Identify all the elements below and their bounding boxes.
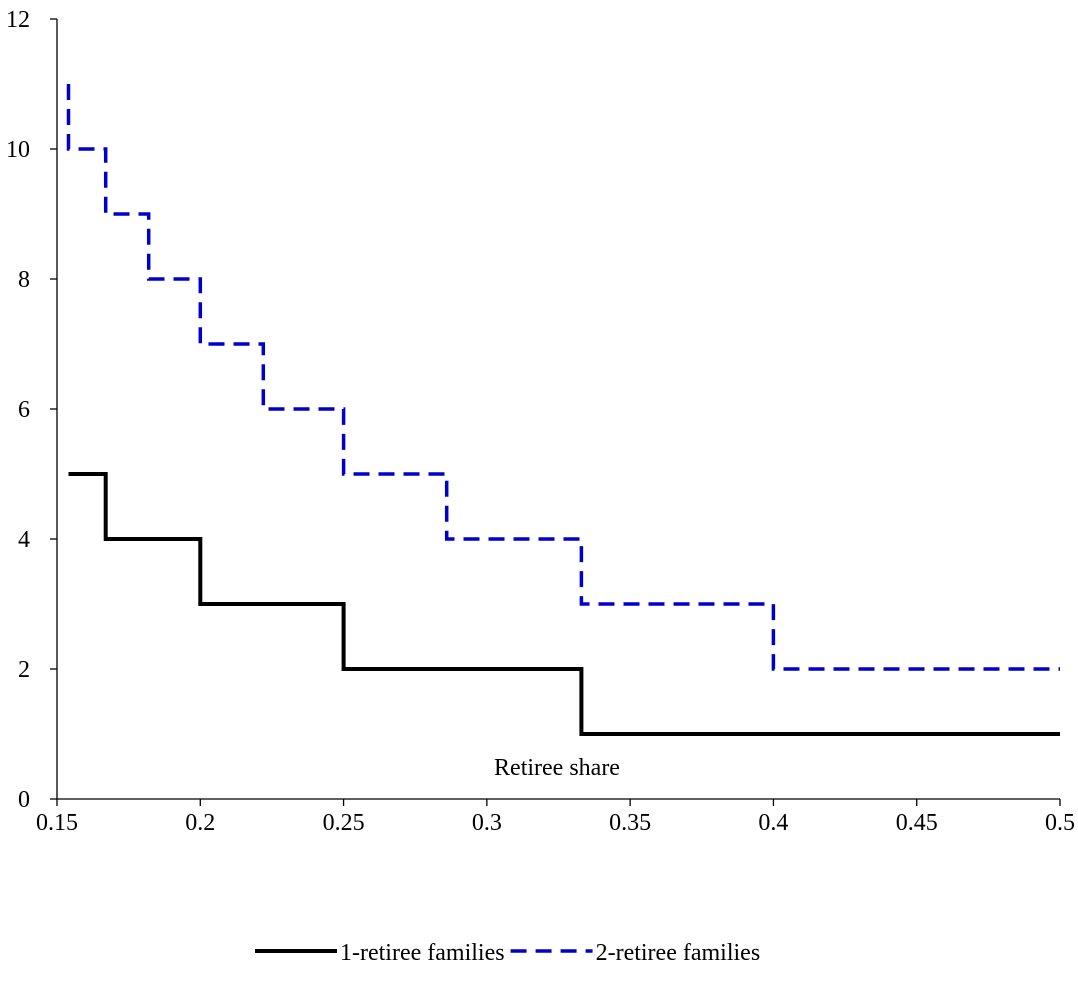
x-ticks: 0.15 0.2 0.25 0.3 0.35 0.4 0.45 0.5 <box>36 799 1075 836</box>
y-tick-label: 10 <box>6 137 30 163</box>
y-tick-label: 12 <box>6 7 30 33</box>
y-tick-label: 2 <box>18 657 30 683</box>
series-line-1 <box>68 472 1060 736</box>
y-tick-label: 8 <box>18 267 30 293</box>
series-layer <box>66 84 1060 736</box>
legend: 1-retiree families 2-retiree families <box>255 940 760 966</box>
y-tick-label: 6 <box>18 397 30 423</box>
legend-label-2: 2-retiree families <box>596 940 761 966</box>
x-tick-label: 0.2 <box>185 810 215 836</box>
x-tick-label: 0.5 <box>1045 810 1075 836</box>
y-ticks: 0 2 4 6 8 10 12 <box>6 7 57 813</box>
x-tick-label: 0.35 <box>609 810 651 836</box>
x-tick-label: 0.15 <box>36 810 78 836</box>
x-tick-label: 0.25 <box>323 810 365 836</box>
x-tick-label: 0.4 <box>758 810 788 836</box>
series-line-2 <box>66 84 1060 671</box>
x-axis-title: Retiree share <box>494 755 620 781</box>
axes <box>56 19 1060 800</box>
legend-label-1: 1-retiree families <box>340 940 505 966</box>
x-tick-label: 0.3 <box>472 810 502 836</box>
y-tick-label: 0 <box>18 787 30 813</box>
x-tick-label: 0.45 <box>896 810 938 836</box>
y-tick-label: 4 <box>18 527 30 553</box>
